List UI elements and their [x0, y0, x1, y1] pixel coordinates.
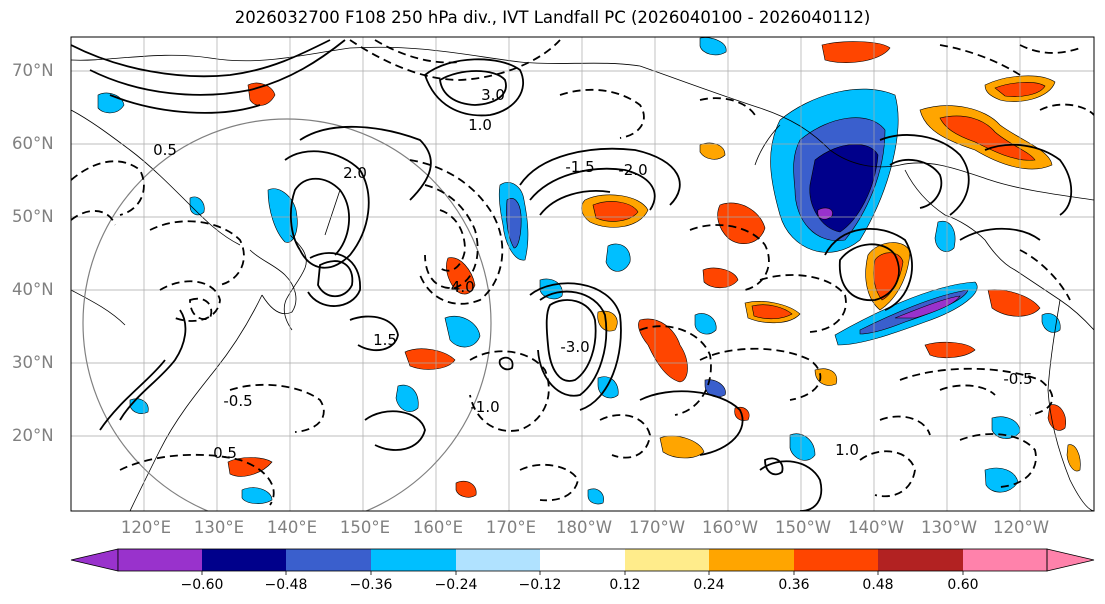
contour-label: -0.5: [223, 392, 252, 410]
colorbar-segment: [794, 549, 878, 571]
colorbar-segment: [878, 549, 963, 571]
contour-label: 0.5: [213, 444, 237, 462]
lon-label: 140°E: [266, 518, 318, 537]
contour-label: -3.0: [560, 338, 589, 356]
contour-label: 1.0: [468, 116, 492, 134]
lon-label: 120°W: [992, 518, 1050, 537]
contour-label: 0.5: [153, 141, 177, 159]
colorbar-tick-label: −0.60: [180, 577, 224, 593]
region-circle: [82, 118, 492, 511]
lat-label: 60°N: [12, 134, 54, 153]
colorbar-segment: [286, 549, 371, 571]
colorbar-tick-label: 0.36: [778, 577, 810, 593]
map-panel: 3.0 2.0 1.0 0.5 -0.5 -1.0 -1.5 1.5 -2.0 …: [71, 37, 1094, 511]
colorbar-tick-label: −0.24: [434, 577, 478, 593]
colorbar-segment: [625, 549, 709, 571]
lon-label: 180°W: [555, 518, 613, 537]
contour-label: 3.0: [481, 86, 505, 104]
colorbar-segment: [709, 549, 794, 571]
lon-label: 160°E: [412, 518, 464, 537]
contour-label: 1.5: [373, 331, 397, 349]
colorbar-tick-label: 0.60: [947, 577, 979, 593]
lat-label: 70°N: [12, 61, 54, 80]
contour-label: 2.0: [343, 164, 367, 182]
lon-label: 160°W: [701, 518, 759, 537]
colorbar-tick-label: −0.36: [349, 577, 393, 593]
colorbar-tick-label: 0.12: [609, 577, 641, 593]
dashed-contours: [71, 39, 1094, 506]
colorbar-tick-label: −0.12: [518, 577, 562, 593]
colorbar-segment: [540, 549, 625, 571]
colorbar-extend-high: [1046, 548, 1095, 572]
coastlines: [71, 46, 1094, 511]
lat-label: 20°N: [12, 426, 54, 445]
colorbar-tick-label: 0.24: [693, 577, 725, 593]
lon-label: 120°E: [120, 518, 172, 537]
shading-layer: [97, 37, 1081, 505]
lon-label: 150°E: [339, 518, 391, 537]
colorbar-segment: [963, 549, 1047, 571]
contour-labels: 3.0 2.0 1.0 0.5 -0.5 -1.0 -1.5 1.5 -2.0 …: [153, 86, 1033, 462]
colorbar-segment: [202, 549, 286, 571]
colorbar-extend-low: [70, 548, 119, 572]
colorbar-segment: [118, 549, 202, 571]
colorbar-segment: [456, 549, 540, 571]
lon-label: 130°W: [920, 518, 978, 537]
contour-label: -0.5: [1003, 370, 1032, 388]
lon-label: 170°W: [628, 518, 686, 537]
contour-label: -2.0: [618, 161, 647, 179]
contour-label: -1.5: [565, 158, 594, 176]
lon-label: 140°W: [847, 518, 905, 537]
lon-label: 130°E: [193, 518, 245, 537]
graticule: [71, 37, 1094, 511]
contour-label: 1.0: [835, 441, 859, 459]
figure-title: 2026032700 F108 250 hPa div., IVT Landfa…: [234, 8, 871, 27]
lon-label: 170°E: [485, 518, 537, 537]
map-border: [70, 36, 1095, 512]
colorbar-segment: [371, 549, 456, 571]
lat-label: 40°N: [12, 280, 54, 299]
lat-label: 50°N: [12, 207, 54, 226]
colorbar-tick-label: −0.48: [264, 577, 308, 593]
colorbar-tick-label: 0.48: [862, 577, 894, 593]
colorbar: [70, 548, 1095, 575]
lon-label: 150°W: [774, 518, 832, 537]
solid-contours: [71, 39, 1073, 511]
lat-label: 30°N: [12, 353, 54, 372]
contour-label: -4.0: [445, 278, 474, 296]
contour-label: -1.0: [470, 398, 499, 416]
